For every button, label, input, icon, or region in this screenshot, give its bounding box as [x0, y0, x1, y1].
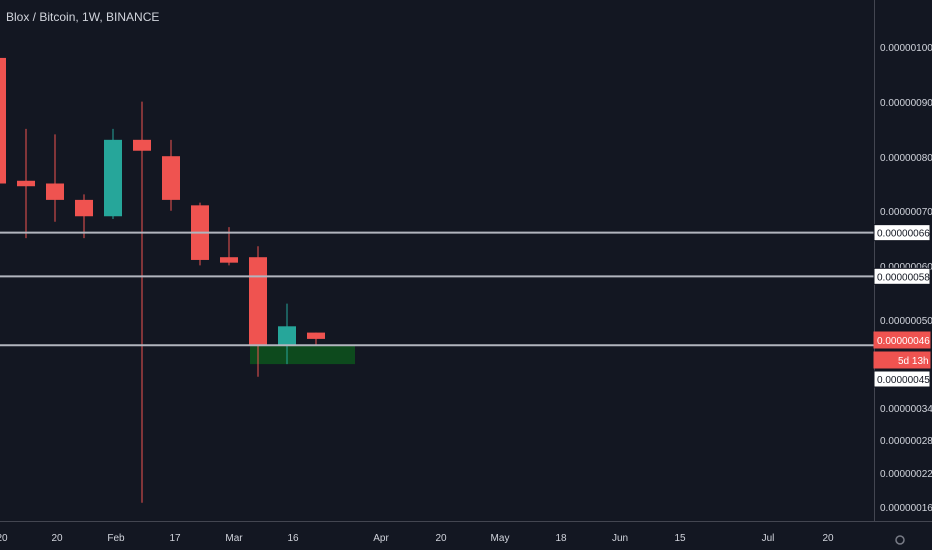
time-tick-label: Apr — [373, 533, 389, 544]
price-tag-box — [873, 224, 931, 242]
price-tag-label: 0.00000058 — [877, 272, 930, 283]
candle-body[interactable] — [0, 57, 6, 184]
price-tick-label: 0.00000100 — [880, 43, 932, 54]
price-tick-label: 0.00000034 — [880, 404, 932, 415]
time-tick-label: 15 — [674, 533, 686, 544]
time-tick-label: Jun — [612, 533, 628, 544]
candle-body[interactable] — [133, 139, 151, 151]
candle-body[interactable] — [162, 156, 180, 200]
candle-body[interactable] — [104, 139, 122, 217]
candle-body[interactable] — [249, 257, 267, 346]
price-tag-label: 0.00000066 — [877, 229, 930, 240]
time-tick-label: 20 — [51, 533, 63, 544]
candle-body[interactable] — [307, 332, 325, 339]
price-tick-label: 0.00000022 — [880, 469, 932, 480]
time-tick-label: 20 — [822, 533, 834, 544]
price-tick-label: 0.00000090 — [880, 98, 932, 109]
price-tag-box — [873, 331, 931, 349]
time-tick-label: May — [491, 533, 510, 544]
time-tick-label: Mar — [225, 533, 243, 544]
chart-title: Blox / Bitcoin, 1W, BINANCE — [6, 10, 160, 24]
price-tag-box — [873, 351, 931, 369]
price-tick-label: 0.00000080 — [880, 153, 932, 164]
time-tick-label: 20 — [435, 533, 447, 544]
price-tag-label: 0.00000046 — [877, 336, 930, 347]
time-tick-label: Jul — [762, 533, 775, 544]
price-tick-label: 0.00000060 — [880, 262, 932, 273]
price-tick-label: 0.00000070 — [880, 207, 932, 218]
candle-body[interactable] — [220, 257, 238, 263]
settings-icon[interactable] — [895, 535, 905, 545]
price-tick-label: 0.00000016 — [880, 503, 932, 514]
time-tick-label: 20 — [0, 533, 8, 544]
candle-body[interactable] — [46, 183, 64, 200]
candle-body[interactable] — [17, 180, 35, 187]
time-tick-label: 16 — [287, 533, 299, 544]
price-tick-label: 0.00000050 — [880, 316, 932, 327]
price-tag-label: 5d 13h — [898, 356, 929, 367]
time-tick-label: 18 — [555, 533, 567, 544]
price-tag-label: 0.00000045 — [877, 375, 930, 386]
candle-body[interactable] — [278, 326, 296, 346]
price-tick-label: 0.00000028 — [880, 436, 932, 447]
candle-body[interactable] — [75, 199, 93, 217]
time-tick-label: Feb — [107, 533, 125, 544]
demand-zone[interactable] — [250, 345, 355, 365]
price-tag-box — [873, 267, 931, 285]
price-tag-box — [873, 370, 931, 388]
time-tick-label: 17 — [169, 533, 181, 544]
